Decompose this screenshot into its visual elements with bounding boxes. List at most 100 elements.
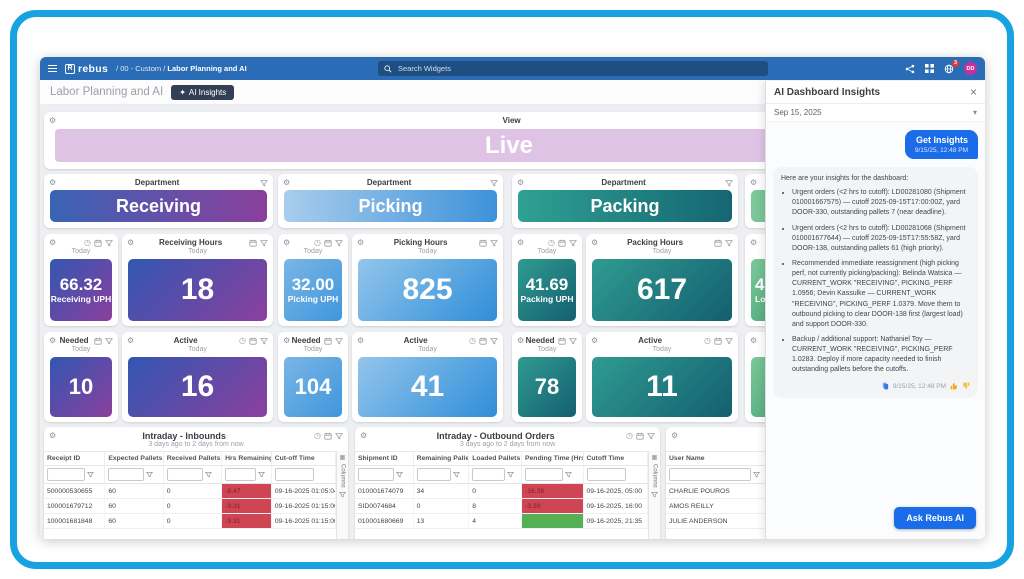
column-filter-input[interactable] (108, 468, 145, 481)
gear-icon[interactable]: ⚙ (49, 115, 57, 125)
gear-icon[interactable]: ⚙ (750, 335, 758, 345)
thumbs-down-icon[interactable] (962, 382, 970, 390)
filter-icon[interactable] (86, 471, 94, 478)
filter-icon[interactable] (564, 471, 572, 478)
columns-icon[interactable]: ▦ (651, 455, 658, 461)
filter-icon[interactable] (647, 432, 655, 440)
calendar-icon[interactable] (558, 337, 566, 345)
table-row[interactable]: 100001681848 60 0 -9.31 09-16-2025 01:15… (44, 514, 336, 529)
filter-icon[interactable] (339, 491, 346, 498)
widgets-grid-icon[interactable] (925, 64, 934, 73)
filter-icon[interactable] (260, 337, 268, 345)
hamburger-menu-icon[interactable] (48, 64, 57, 73)
widget-search[interactable] (378, 61, 768, 76)
column-filter-input[interactable] (358, 468, 394, 481)
column-header[interactable]: Shipment ID (355, 452, 414, 465)
ask-rebus-ai-button[interactable]: Ask Rebus AI (894, 507, 976, 529)
gear-icon[interactable]: ⚙ (671, 430, 679, 440)
column-header[interactable]: Remaining Pallets (414, 452, 470, 465)
notifications-icon[interactable]: 3 (944, 59, 959, 74)
column-filter-input[interactable] (225, 468, 256, 481)
filter-icon[interactable] (105, 337, 113, 345)
calendar-icon[interactable] (714, 337, 722, 345)
ai-panel-date-group[interactable]: Sep 15, 2025 ▾ (766, 104, 985, 122)
gear-icon[interactable]: ⚙ (750, 237, 758, 247)
filter-icon[interactable] (725, 239, 733, 247)
filter-icon[interactable] (452, 471, 460, 478)
filter-icon[interactable] (569, 239, 577, 247)
calendar-icon[interactable] (636, 432, 644, 440)
table-row[interactable]: 100001679712 60 0 -9.31 09-16-2025 01:15… (44, 499, 336, 514)
gear-icon[interactable]: ⚙ (591, 237, 599, 247)
column-filter-input[interactable] (47, 468, 85, 481)
clock-icon[interactable]: ◷ (469, 335, 476, 345)
gear-icon[interactable]: ⚙ (591, 335, 599, 345)
column-filter-input[interactable] (274, 468, 314, 481)
columns-icon[interactable]: ▦ (339, 455, 346, 461)
column-header[interactable]: Received Pallets (164, 452, 223, 465)
gear-icon[interactable]: ⚙ (283, 237, 291, 247)
clock-icon[interactable]: ◷ (548, 237, 555, 247)
rebus-logo[interactable]: R rebus (65, 63, 108, 75)
clock-icon[interactable]: ◷ (84, 237, 91, 247)
gear-icon[interactable]: ⚙ (517, 335, 525, 345)
calendar-icon[interactable] (324, 239, 332, 247)
gear-icon[interactable]: ⚙ (283, 177, 291, 187)
gear-icon[interactable]: ⚙ (517, 177, 525, 187)
gear-icon[interactable]: ⚙ (357, 335, 365, 345)
share-icon[interactable] (905, 64, 915, 74)
clock-icon[interactable]: ◷ (239, 335, 246, 345)
filter-icon[interactable] (490, 179, 498, 187)
column-filter-input[interactable] (669, 468, 751, 481)
close-icon[interactable]: × (969, 85, 977, 99)
calendar-icon[interactable] (249, 239, 257, 247)
column-filter-input[interactable] (416, 468, 451, 481)
clock-icon[interactable]: ◷ (704, 335, 711, 345)
search-input[interactable] (396, 63, 762, 74)
gear-icon[interactable]: ⚙ (750, 177, 758, 187)
columns-tab[interactable]: Columns (339, 464, 346, 488)
ai-insights-button[interactable]: ✦ AI Insights (171, 84, 235, 100)
gear-icon[interactable]: ⚙ (357, 237, 365, 247)
calendar-icon[interactable] (558, 239, 566, 247)
column-header[interactable]: Receipt ID (44, 452, 106, 465)
gear-icon[interactable]: ⚙ (49, 335, 57, 345)
table-row[interactable]: SID0074684 0 8 -3.39 09-16-2025, 16:00 (355, 499, 648, 514)
filter-icon[interactable] (260, 179, 268, 187)
filter-icon[interactable] (752, 471, 760, 478)
columns-tab[interactable]: Columns (651, 464, 658, 488)
gear-icon[interactable]: ⚙ (49, 177, 57, 187)
calendar-icon[interactable] (479, 337, 487, 345)
filter-icon[interactable] (569, 337, 577, 345)
column-header[interactable]: Loaded Pallets (469, 452, 522, 465)
filter-icon[interactable] (335, 337, 343, 345)
filter-icon[interactable] (725, 179, 733, 187)
breadcrumb[interactable]: / 00 - Custom / Labor Planning and AI (116, 64, 247, 73)
filter-icon[interactable] (204, 471, 212, 478)
calendar-icon[interactable] (714, 239, 722, 247)
column-filter-input[interactable] (166, 468, 203, 481)
column-header[interactable]: Expected Pallets (105, 452, 164, 465)
calendar-icon[interactable] (479, 239, 487, 247)
clock-icon[interactable]: ◷ (314, 430, 321, 440)
clock-icon[interactable]: ◷ (314, 237, 321, 247)
clock-icon[interactable]: ◷ (626, 430, 633, 440)
filter-icon[interactable] (651, 491, 658, 498)
column-filter-input[interactable] (472, 468, 505, 481)
column-filter-input[interactable] (586, 468, 626, 481)
filter-icon[interactable] (725, 337, 733, 345)
calendar-icon[interactable] (324, 337, 332, 345)
filter-icon[interactable] (105, 239, 113, 247)
calendar-icon[interactable] (324, 432, 332, 440)
table-row[interactable]: 010001680669 13 4 09-16-2025, 21:35 (355, 514, 648, 529)
filter-icon[interactable] (260, 239, 268, 247)
filter-icon[interactable] (335, 239, 343, 247)
filter-icon[interactable] (146, 471, 154, 478)
table-row[interactable]: 010001674079 34 0 -16.36 09-16-2025, 05:… (355, 484, 648, 499)
gear-icon[interactable]: ⚙ (517, 237, 525, 247)
column-header[interactable]: Cutoff Time (584, 452, 648, 465)
filter-icon[interactable] (506, 471, 514, 478)
column-header[interactable]: Hrs Remaining (222, 452, 272, 465)
thumbs-up-icon[interactable] (950, 382, 958, 390)
column-header[interactable]: Pending Time (Hrs) (522, 452, 584, 465)
